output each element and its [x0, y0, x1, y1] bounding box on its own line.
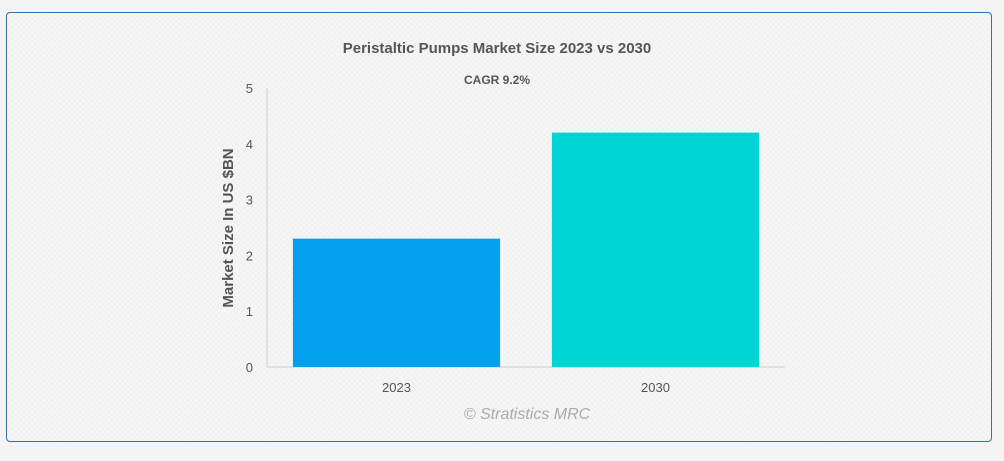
y-tick-label: 2	[246, 248, 253, 263]
y-tick-label: 3	[246, 193, 253, 208]
x-tick-label: 2023	[382, 380, 411, 395]
y-axis-ticks: 0 1 2 3 4 5	[246, 81, 253, 375]
x-tick-label: 2030	[641, 380, 670, 395]
y-tick-label: 5	[246, 81, 253, 96]
bars	[292, 132, 760, 367]
chart-frame	[6, 12, 992, 442]
bar-2023	[292, 238, 501, 367]
source-credit: © Stratistics MRC	[464, 406, 591, 423]
chart-subtitle: CAGR 9.2%	[464, 73, 530, 87]
y-tick-label: 1	[246, 304, 253, 319]
x-axis-ticks: 2023 2030	[382, 380, 670, 395]
bar-2030	[551, 132, 760, 367]
y-tick-label: 4	[246, 137, 253, 152]
y-tick-label: 0	[246, 360, 253, 375]
y-axis-label: Market Size In US $BN	[220, 148, 237, 307]
chart-title: Peristaltic Pumps Market Size 2023 vs 20…	[343, 40, 652, 57]
